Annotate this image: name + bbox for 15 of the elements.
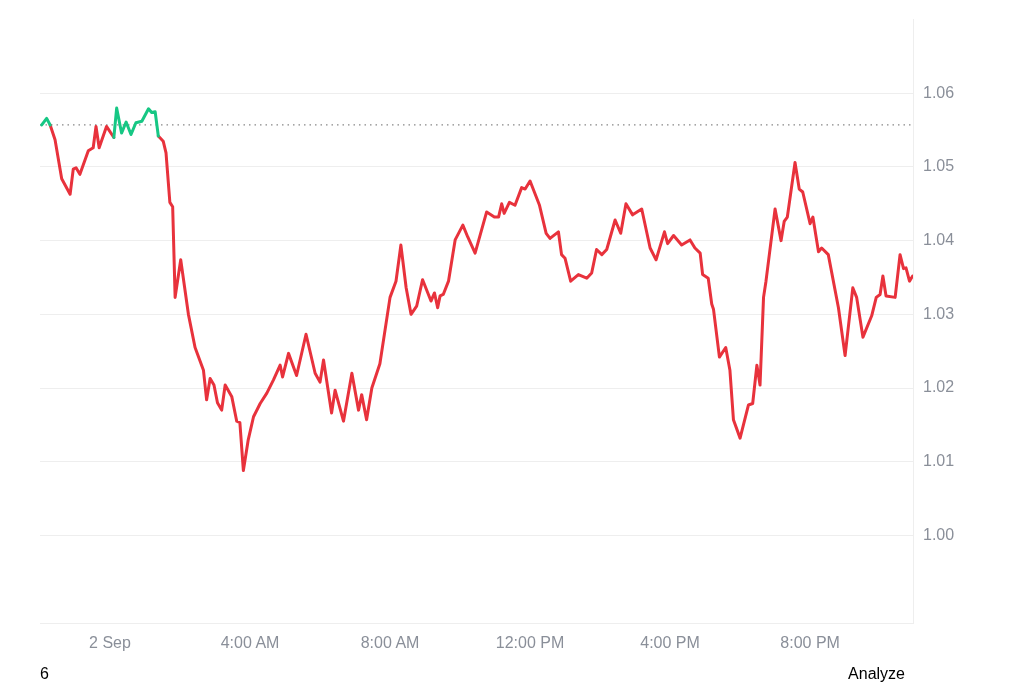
x-tick-label: 12:00 PM: [495, 633, 565, 651]
x-tick-label: 4:00 AM: [220, 633, 280, 651]
y-tick-label: 1.06: [923, 83, 955, 101]
y-tick-label: 1.03: [923, 304, 955, 322]
x-tick-label: 8:00 PM: [780, 633, 840, 651]
y-tick-label: 1.05: [923, 157, 955, 175]
y-tick-label: 1.04: [923, 231, 955, 249]
x-tick-label: 4:00 PM: [640, 633, 700, 651]
text: 6: [40, 665, 49, 683]
x-tick-label: 2 Sep: [89, 633, 132, 651]
x-tick-label: 8:00 AM: [360, 633, 420, 651]
y-tick-label: 1.01: [923, 452, 955, 470]
y-tick-label: 1.00: [923, 525, 955, 543]
y-tick-label: 1.02: [923, 378, 955, 396]
text: Analyze: [848, 665, 906, 683]
